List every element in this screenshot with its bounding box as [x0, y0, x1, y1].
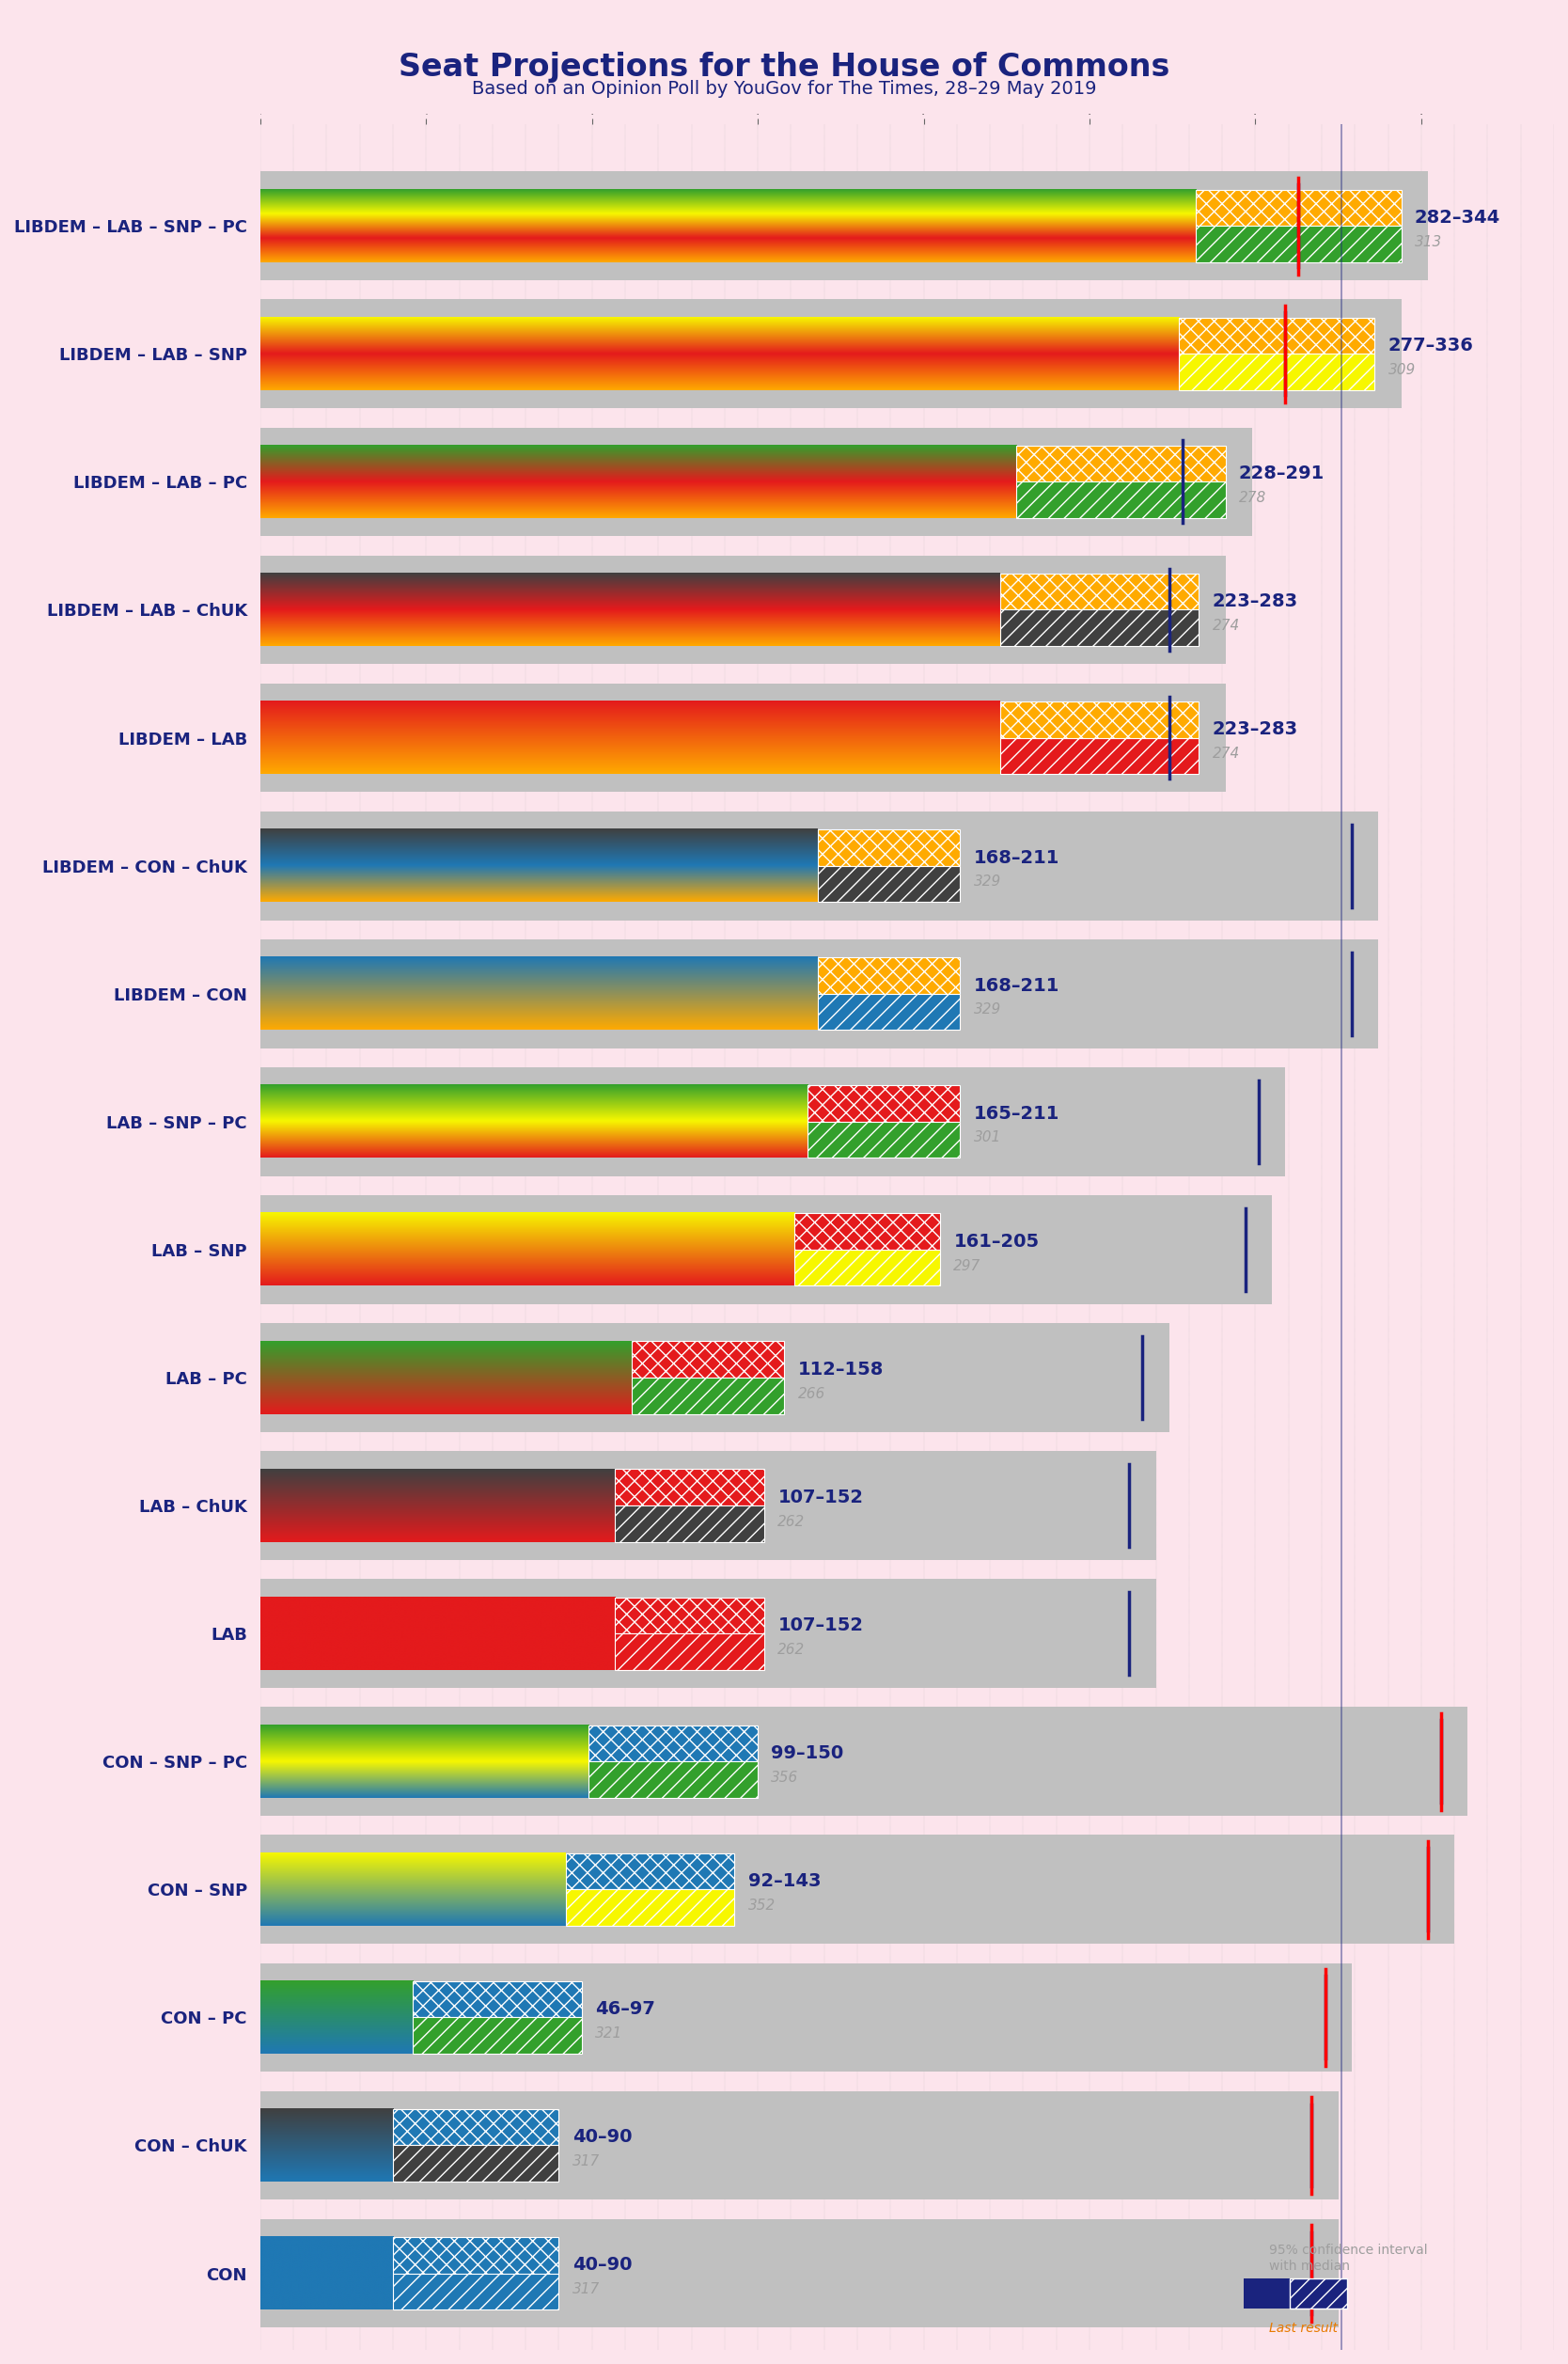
Text: 262: 262: [778, 1643, 806, 1657]
Bar: [260, 1962, 1352, 2071]
Text: 223–283: 223–283: [1212, 593, 1298, 610]
Bar: [817, 993, 960, 1031]
Text: 228–291: 228–291: [1239, 466, 1325, 482]
Bar: [632, 1340, 784, 1378]
Text: 95% confidence interval
with median: 95% confidence interval with median: [1270, 2243, 1428, 2272]
Text: 313: 313: [1414, 234, 1443, 248]
Text: 107–152: 107–152: [778, 1489, 864, 1506]
Bar: [615, 1470, 765, 1506]
Bar: [817, 957, 960, 993]
Bar: [1243, 2279, 1290, 2310]
Bar: [795, 1213, 941, 1251]
Bar: [394, 2274, 558, 2310]
Bar: [1000, 610, 1200, 645]
Text: 277–336: 277–336: [1388, 336, 1474, 355]
Text: 107–152: 107–152: [778, 1617, 864, 1634]
Bar: [260, 1834, 1455, 1943]
Bar: [412, 2016, 582, 2054]
Text: 301: 301: [974, 1130, 1000, 1144]
Text: 317: 317: [572, 2154, 599, 2168]
Bar: [817, 865, 960, 903]
Bar: [260, 811, 1378, 920]
Bar: [260, 1066, 1286, 1175]
Text: 274: 274: [1212, 747, 1240, 761]
Text: 40–90: 40–90: [572, 2255, 632, 2274]
Bar: [260, 1579, 1156, 1688]
Text: 297: 297: [953, 1258, 982, 1272]
Bar: [1000, 738, 1200, 773]
Text: 356: 356: [771, 1771, 798, 1785]
Text: 278: 278: [1239, 492, 1267, 506]
Bar: [615, 1634, 765, 1669]
Bar: [260, 683, 1226, 792]
Text: 317: 317: [572, 2281, 599, 2295]
Bar: [260, 556, 1226, 664]
Bar: [260, 1324, 1170, 1433]
Bar: [260, 939, 1378, 1047]
Bar: [808, 1085, 960, 1121]
Bar: [1290, 2279, 1347, 2310]
Bar: [566, 1889, 735, 1927]
Bar: [1000, 702, 1200, 738]
Bar: [260, 1196, 1272, 1305]
Bar: [1179, 317, 1375, 355]
Bar: [394, 2147, 558, 2182]
Text: 112–158: 112–158: [798, 1362, 883, 1378]
Bar: [808, 1121, 960, 1158]
Bar: [1196, 227, 1402, 262]
Bar: [260, 1707, 1468, 1816]
Text: 329: 329: [974, 875, 1000, 889]
Text: 168–211: 168–211: [974, 849, 1060, 868]
Bar: [588, 1726, 757, 1761]
Bar: [632, 1378, 784, 1414]
Bar: [394, 2109, 558, 2147]
Text: Last result: Last result: [1270, 2321, 1338, 2336]
Bar: [1196, 189, 1402, 227]
Text: 168–211: 168–211: [974, 976, 1060, 995]
Bar: [412, 1981, 582, 2016]
Bar: [1179, 355, 1375, 390]
Bar: [615, 1506, 765, 1541]
Bar: [566, 1853, 735, 1889]
Bar: [1016, 482, 1226, 518]
Text: 309: 309: [1388, 364, 1416, 376]
Bar: [615, 1598, 765, 1634]
Text: 329: 329: [974, 1002, 1000, 1017]
Bar: [817, 830, 960, 865]
Bar: [260, 300, 1402, 409]
Text: 161–205: 161–205: [953, 1232, 1040, 1251]
Text: 274: 274: [1212, 619, 1240, 634]
Bar: [260, 2220, 1339, 2329]
Text: 266: 266: [798, 1388, 825, 1402]
Text: 165–211: 165–211: [974, 1104, 1060, 1123]
Text: 40–90: 40–90: [572, 2128, 632, 2147]
Text: Seat Projections for the House of Commons: Seat Projections for the House of Common…: [398, 52, 1170, 83]
Bar: [1000, 574, 1200, 610]
Text: 46–97: 46–97: [596, 2000, 655, 2019]
Text: 352: 352: [748, 1898, 776, 1912]
Text: Based on an Opinion Poll by YouGov for The Times, 28–29 May 2019: Based on an Opinion Poll by YouGov for T…: [472, 80, 1096, 99]
Bar: [260, 2090, 1339, 2201]
Text: 321: 321: [596, 2026, 622, 2040]
Bar: [260, 173, 1428, 281]
Bar: [394, 2236, 558, 2274]
Text: 99–150: 99–150: [771, 1745, 844, 1761]
Text: 223–283: 223–283: [1212, 721, 1298, 738]
Bar: [588, 1761, 757, 1797]
Text: 92–143: 92–143: [748, 1872, 820, 1891]
Text: 282–344: 282–344: [1414, 208, 1501, 227]
Text: 262: 262: [778, 1515, 806, 1530]
Bar: [260, 1451, 1156, 1560]
Bar: [1016, 444, 1226, 482]
Bar: [795, 1251, 941, 1286]
Bar: [260, 428, 1253, 537]
